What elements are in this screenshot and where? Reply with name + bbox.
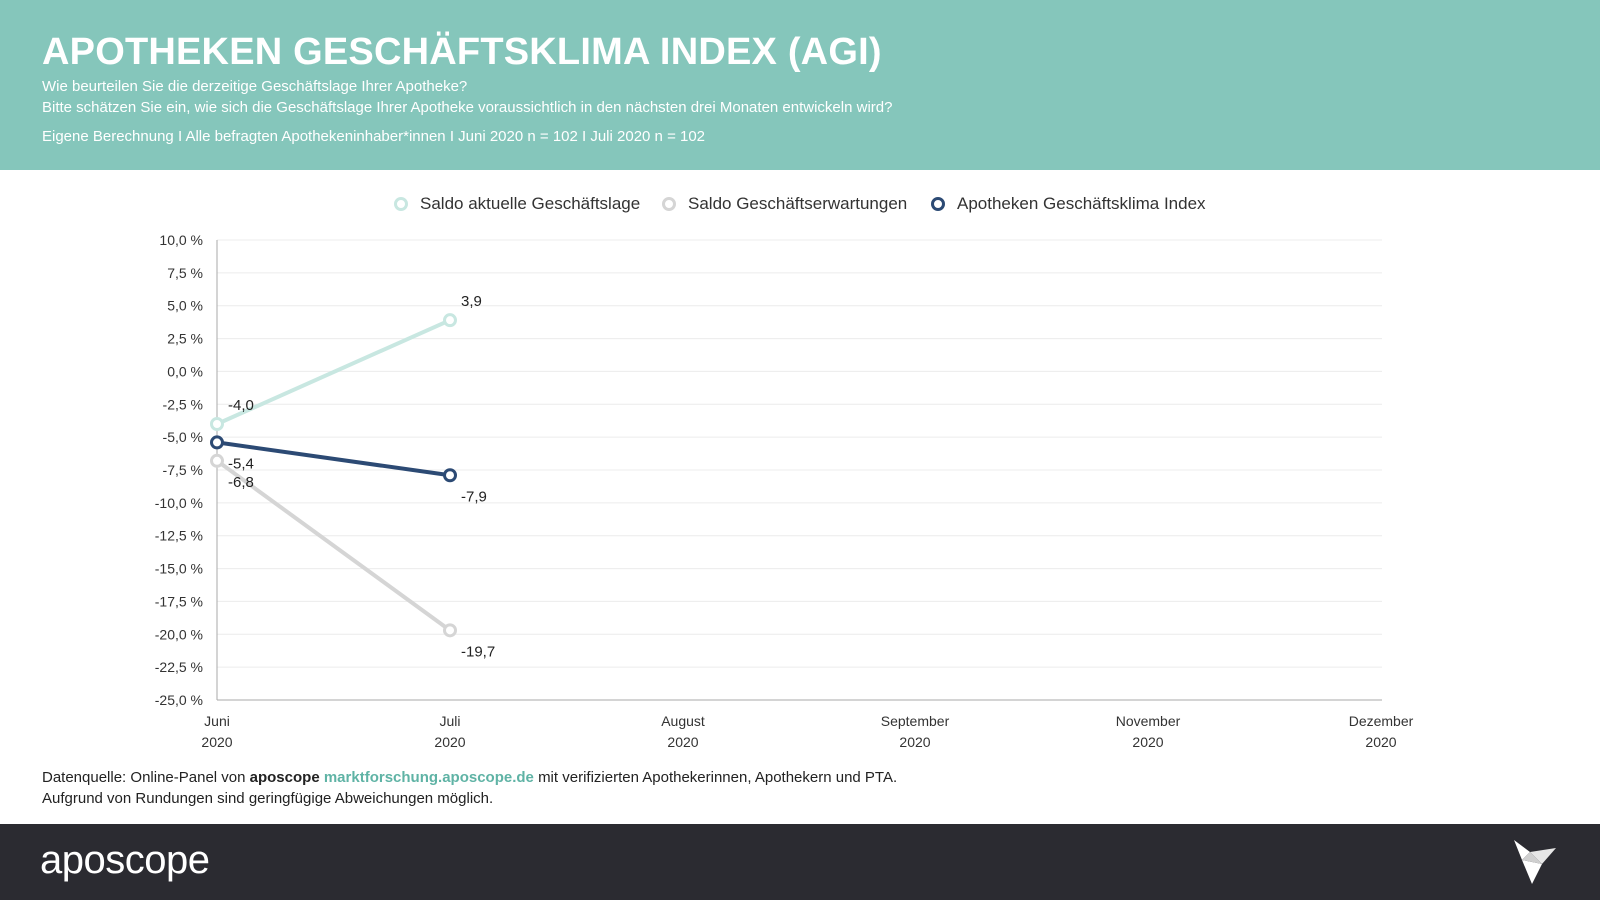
y-tick-label: -2,5 % [163,396,203,412]
x-tick-label-month: August [661,713,705,729]
source-brand: aposcope [249,769,320,786]
x-tick-label-month: Juni [204,713,230,729]
y-tick-label: 0,0 % [167,363,203,379]
legend-marker-icon [931,197,945,211]
x-tick-label-month: November [1116,713,1181,729]
legend-item-current: Saldo aktuelle Geschäftslage [394,194,640,214]
series-line [215,440,452,478]
y-tick-label: 10,0 % [159,232,203,248]
y-tick-label: -10,0 % [155,495,203,511]
data-label: -4,0 [228,397,254,414]
legend-item-expectations: Saldo Geschäftserwartungen [662,194,907,214]
legend-marker-icon [662,197,676,211]
y-tick-label: 2,5 % [167,331,203,347]
header-banner: APOTHEKEN GESCHÄFTSKLIMA INDEX (AGI) Wie… [0,0,1600,170]
y-tick-label: 5,0 % [167,298,203,314]
origami-bird-icon [1514,840,1556,884]
aposcope-logo: aposcope [40,838,210,882]
data-label: -19,7 [461,643,495,660]
source-prefix: Datenquelle: Online-Panel von [42,769,246,786]
footer-bar: aposcope [0,824,1600,900]
y-tick-label: -7,5 % [163,462,203,478]
data-label: -7,9 [461,488,487,505]
x-tick-label-month: Juli [439,713,460,729]
series-line [215,318,452,426]
x-tick-label-year: 2020 [1132,734,1163,750]
x-tick-label-year: 2020 [667,734,698,750]
x-tick-label-year: 2020 [434,734,465,750]
legend-label: Saldo aktuelle Geschäftslage [420,194,641,213]
legend-label: Saldo Geschäftserwartungen [688,194,908,213]
y-tick-label: -12,5 % [155,528,203,544]
rounding-note: Aufgrund von Rundungen sind geringfügige… [42,790,494,807]
y-tick-label: -15,0 % [155,561,203,577]
legend-item-index: Apotheken Geschäftsklima Index [931,194,1206,214]
x-tick-label-year: 2020 [201,734,232,750]
x-tick-label-year: 2020 [1365,734,1396,750]
data-label: -5,4 [228,455,254,472]
page-title: APOTHEKEN GESCHÄFTSKLIMA INDEX (AGI) [42,31,882,73]
source-link[interactable]: marktforschung.aposcope.de [323,769,534,786]
x-tick-label-month: Dezember [1349,713,1414,729]
data-point-marker [210,453,224,468]
y-tick-label: -22,5 % [155,659,203,675]
subtitle-methodology: Eigene Berechnung I Alle befragten Apoth… [42,128,706,145]
y-tick-label: -25,0 % [155,692,203,708]
subtitle-question-current: Wie beurteilen Sie die derzeitige Geschä… [42,78,468,95]
subtitle-question-expectations: Bitte schätzen Sie ein, wie sich die Ges… [42,99,893,116]
y-tick-label: 7,5 % [167,265,203,281]
data-point-marker [443,623,457,638]
data-label: -6,8 [228,474,254,491]
series-line [215,458,452,633]
data-point-marker [443,468,457,483]
legend-marker-icon [394,197,408,211]
x-tick-label-month: September [881,713,950,729]
y-tick-label: -20,0 % [155,626,203,642]
y-tick-label: -17,5 % [155,593,203,609]
source-suffix: mit verifizierten Apothekerinnen, Apothe… [538,769,898,786]
data-point-marker [210,435,224,450]
source-line: Datenquelle: Online-Panel von aposcope m… [42,767,897,788]
legend-label: Apotheken Geschäftsklima Index [957,194,1206,213]
data-source-note: Datenquelle: Online-Panel von aposcope m… [42,767,897,809]
y-tick-label: -5,0 % [163,429,203,445]
chart-legend: Saldo aktuelle Geschäftslage Saldo Gesch… [0,194,1600,218]
data-point-marker [443,313,457,328]
line-chart: 10,0 % 7,5 % 5,0 % 2,5 % 0,0 % -2,5 % -5,0 % -7… [155,232,1414,750]
data-label: 3,9 [461,293,482,310]
data-point-marker [210,417,224,431]
x-tick-label-year: 2020 [899,734,930,750]
